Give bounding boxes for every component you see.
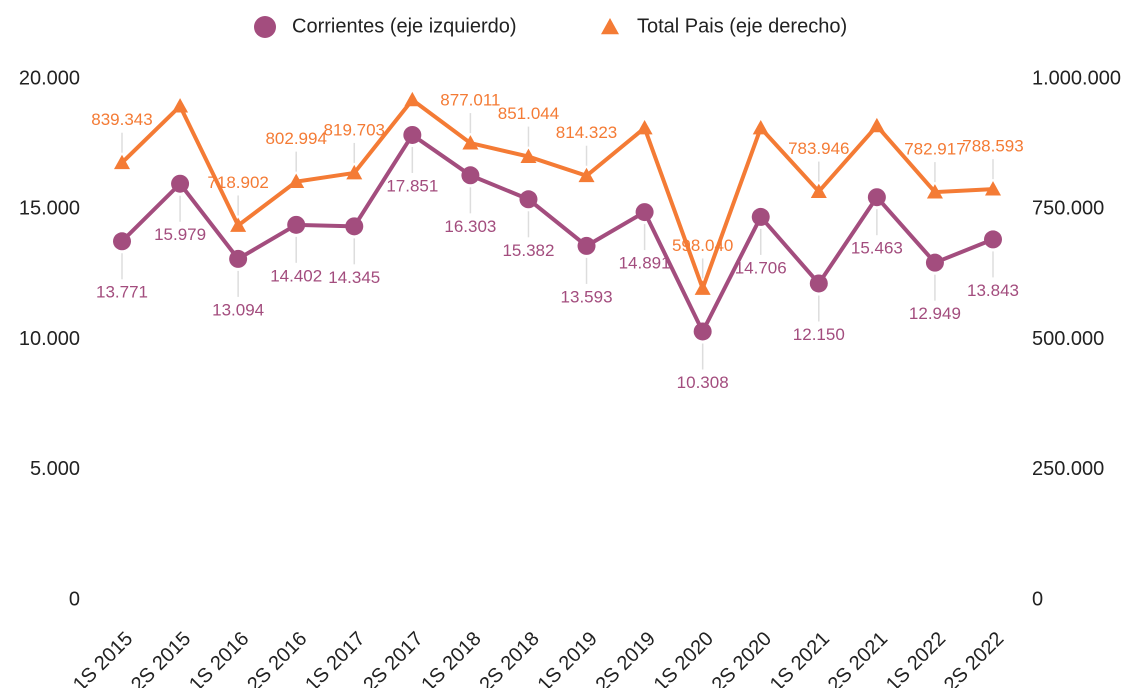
data-label: 877.011 [440, 91, 500, 110]
marker [578, 167, 595, 183]
data-label: 13.593 [561, 287, 613, 306]
x-tick-label: 2S 2022 [940, 628, 1008, 688]
x-tick-label: 1S 2020 [650, 628, 718, 688]
x-tick-label: 2S 2016 [243, 628, 311, 688]
marker [403, 125, 422, 144]
marker [229, 249, 248, 268]
y2-tick-label: 0 [1032, 588, 1043, 610]
marker [345, 217, 364, 236]
y-tick-label: 15.000 [19, 198, 80, 220]
marker [113, 232, 131, 251]
legend-label: Total Pais (eje derecho) [637, 15, 847, 37]
x-tick-label: 2S 2018 [475, 628, 543, 688]
data-label: 788.593 [962, 137, 1023, 156]
marker [810, 183, 827, 198]
data-label: 17.851 [386, 176, 438, 195]
x-tick-label: 1S 2021 [766, 628, 834, 688]
x-tick-label: 2S 2019 [592, 628, 660, 688]
marker [346, 164, 363, 180]
data-label: 14.706 [735, 258, 787, 277]
marker [404, 91, 421, 107]
data-label: 782.917 [904, 140, 965, 159]
marker [230, 217, 247, 232]
x-tick-label: 1S 2017 [301, 628, 369, 688]
data-label: 819.703 [324, 120, 385, 139]
marker [926, 184, 943, 199]
y2-tick-label: 1.000.000 [1032, 67, 1121, 89]
marker [520, 148, 537, 164]
data-label: 13.843 [967, 281, 1019, 300]
legend-label: Corrientes (eje izquierdo) [292, 15, 517, 37]
data-label: 13.771 [96, 283, 148, 302]
data-label: 802.994 [265, 129, 326, 148]
x-tick-label: 1S 2022 [882, 628, 950, 688]
marker [461, 166, 480, 185]
marker [694, 280, 711, 295]
marker [287, 215, 306, 234]
data-label: 839.343 [91, 110, 152, 129]
marker [752, 119, 769, 135]
data-label: 14.345 [328, 268, 380, 287]
data-label: 15.979 [154, 225, 206, 244]
x-tick-label: 2S 2017 [359, 628, 427, 688]
marker [172, 98, 189, 113]
marker [577, 236, 596, 255]
data-label: 12.949 [909, 304, 961, 323]
marker [636, 119, 653, 135]
series-line [120, 97, 994, 295]
marker [868, 117, 885, 133]
marker [693, 322, 712, 341]
data-label: 10.308 [677, 373, 729, 392]
y2-tick-label: 750.000 [1032, 198, 1104, 220]
data-label: 15.382 [502, 241, 554, 260]
x-tick-label: 2S 2020 [708, 628, 776, 688]
marker [288, 173, 305, 189]
x-tick-label: 2S 2015 [127, 628, 195, 688]
marker [519, 190, 538, 209]
marker [171, 174, 190, 193]
legend-marker [601, 18, 619, 35]
y2-tick-label: 250.000 [1032, 458, 1104, 480]
marker [985, 181, 1001, 196]
y-tick-label: 0 [69, 588, 80, 610]
marker [751, 207, 770, 226]
marker [809, 274, 828, 293]
series-line [120, 132, 994, 336]
y2-tick-label: 500.000 [1032, 328, 1104, 350]
x-tick-label: 1S 2015 [69, 628, 137, 688]
data-label: 13.094 [212, 300, 264, 319]
x-tick-label: 1S 2016 [185, 628, 253, 688]
x-tick-label: 1S 2018 [417, 628, 485, 688]
data-label: 14.402 [270, 266, 322, 285]
data-label: 12.150 [793, 325, 845, 344]
y-tick-label: 5.000 [30, 458, 80, 480]
data-label: 783.946 [788, 139, 849, 158]
x-tick-label: 1S 2019 [534, 628, 602, 688]
marker [635, 203, 654, 222]
marker [114, 154, 130, 170]
marker [867, 188, 886, 207]
data-label: 15.463 [851, 239, 903, 258]
legend-marker [254, 16, 276, 38]
marker [925, 253, 944, 272]
data-label: 14.891 [619, 254, 671, 273]
y-tick-label: 10.000 [19, 328, 80, 350]
y-tick-label: 20.000 [19, 67, 80, 89]
data-label: 718.902 [207, 173, 268, 192]
marker [984, 230, 1002, 249]
data-label: 16.303 [444, 217, 496, 236]
data-label: 814.323 [556, 123, 617, 142]
x-tick-label: 2S 2021 [824, 628, 892, 688]
data-label: 598.040 [672, 236, 733, 255]
data-label: 851.044 [498, 104, 559, 123]
marker [462, 135, 479, 150]
